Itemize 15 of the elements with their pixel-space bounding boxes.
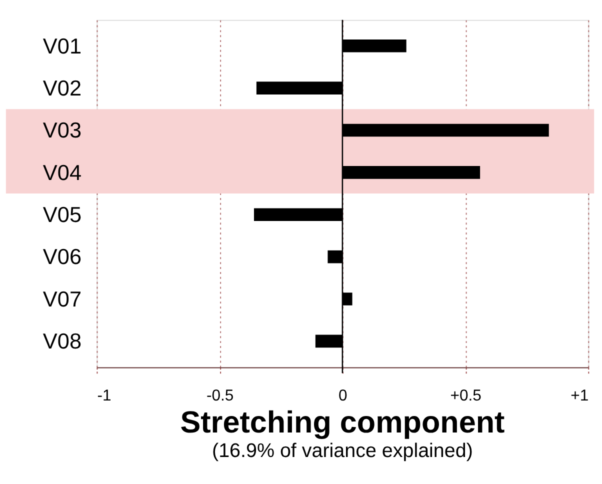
y-tick-label: V01 [42, 33, 82, 58]
y-tick-label: V08 [42, 328, 82, 354]
x-tick-label: +1 [570, 387, 589, 404]
x-tick-label: -1 [97, 387, 112, 404]
x-tick-label: -0.5 [206, 387, 234, 404]
y-tick-label: V02 [42, 75, 82, 100]
y-tick-label: V04 [42, 160, 82, 185]
y-tick-label: V05 [42, 202, 82, 228]
y-tick-label: V06 [42, 244, 82, 270]
x-axis-title: Stretching component [180, 405, 505, 440]
text: (16.9% of variance explained) [212, 440, 473, 462]
y-tick-label: V03 [42, 118, 82, 143]
y-tick-label: V07 [42, 286, 82, 312]
x-tick-label: 0 [338, 387, 348, 404]
x-tick-label: +0.5 [450, 387, 482, 404]
